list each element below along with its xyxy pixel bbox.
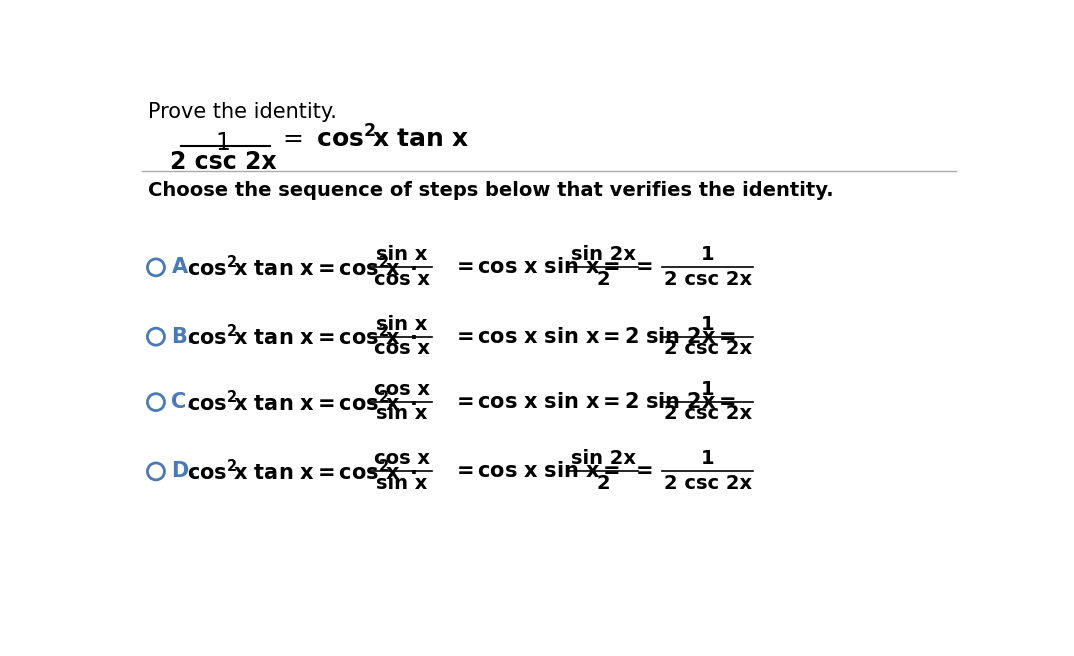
Text: 2 csc 2x: 2 csc 2x (170, 150, 277, 174)
Text: D.: D. (172, 461, 197, 482)
Text: 2 csc 2x: 2 csc 2x (664, 405, 752, 423)
Text: $=\ \mathbf{cos^{2}\!x\ tan\ x}$: $=\ \mathbf{cos^{2}\!x\ tan\ x}$ (277, 125, 469, 152)
Text: sin x: sin x (376, 474, 427, 493)
Text: cos x: cos x (374, 339, 430, 358)
Text: 1: 1 (216, 131, 231, 155)
Text: 2 csc 2x: 2 csc 2x (664, 270, 752, 289)
Text: 1: 1 (701, 315, 714, 334)
Text: cos x: cos x (374, 449, 430, 468)
Text: 1: 1 (701, 380, 714, 399)
Text: $\mathbf{= cos\ x\ sin\ x =}$: $\mathbf{= cos\ x\ sin\ x =}$ (452, 461, 620, 482)
Text: C.: C. (172, 392, 194, 412)
Text: cos x: cos x (374, 270, 430, 289)
Text: $\mathbf{= cos\ x\ sin\ x = 2\ sin\ 2x =}$: $\mathbf{= cos\ x\ sin\ x = 2\ sin\ 2x =… (452, 392, 736, 412)
Text: $\mathbf{= cos\ x\ sin\ x = 2\ sin\ 2x =}$: $\mathbf{= cos\ x\ sin\ x = 2\ sin\ 2x =… (452, 327, 736, 346)
Text: $\mathbf{cos^2\!x\ tan\ x = cos^2\!x\ \cdot}$: $\mathbf{cos^2\!x\ tan\ x = cos^2\!x\ \c… (187, 390, 418, 415)
Text: $\mathbf{cos^2\!x\ tan\ x = cos^2\!x\ \cdot}$: $\mathbf{cos^2\!x\ tan\ x = cos^2\!x\ \c… (187, 459, 418, 484)
Text: 2: 2 (596, 474, 610, 493)
Text: B.: B. (172, 327, 195, 346)
Text: A.: A. (172, 257, 195, 277)
Text: $\mathbf{cos^2\!x\ tan\ x = cos^2\!x\ \cdot}$: $\mathbf{cos^2\!x\ tan\ x = cos^2\!x\ \c… (187, 324, 418, 349)
Text: 2 csc 2x: 2 csc 2x (664, 474, 752, 493)
Text: sin 2x: sin 2x (570, 449, 636, 468)
Text: Choose the sequence of steps below that verifies the identity.: Choose the sequence of steps below that … (148, 181, 833, 200)
Text: Prove the identity.: Prove the identity. (148, 102, 337, 122)
Text: $\mathbf{= cos\ x\ sin\ x =}$: $\mathbf{= cos\ x\ sin\ x =}$ (452, 257, 620, 277)
Text: cos x: cos x (374, 380, 430, 399)
Text: sin 2x: sin 2x (570, 245, 636, 264)
Text: 1: 1 (701, 245, 714, 264)
Text: 2: 2 (596, 270, 610, 289)
Text: 2 csc 2x: 2 csc 2x (664, 339, 752, 358)
Text: sin x: sin x (376, 245, 427, 264)
Text: =: = (636, 461, 653, 482)
Text: sin x: sin x (376, 315, 427, 334)
Text: 1: 1 (701, 449, 714, 468)
Text: $\mathbf{cos^2\!x\ tan\ x = cos^2\!x\ \cdot}$: $\mathbf{cos^2\!x\ tan\ x = cos^2\!x\ \c… (187, 255, 418, 280)
Text: sin x: sin x (376, 405, 427, 423)
Text: =: = (636, 257, 653, 277)
